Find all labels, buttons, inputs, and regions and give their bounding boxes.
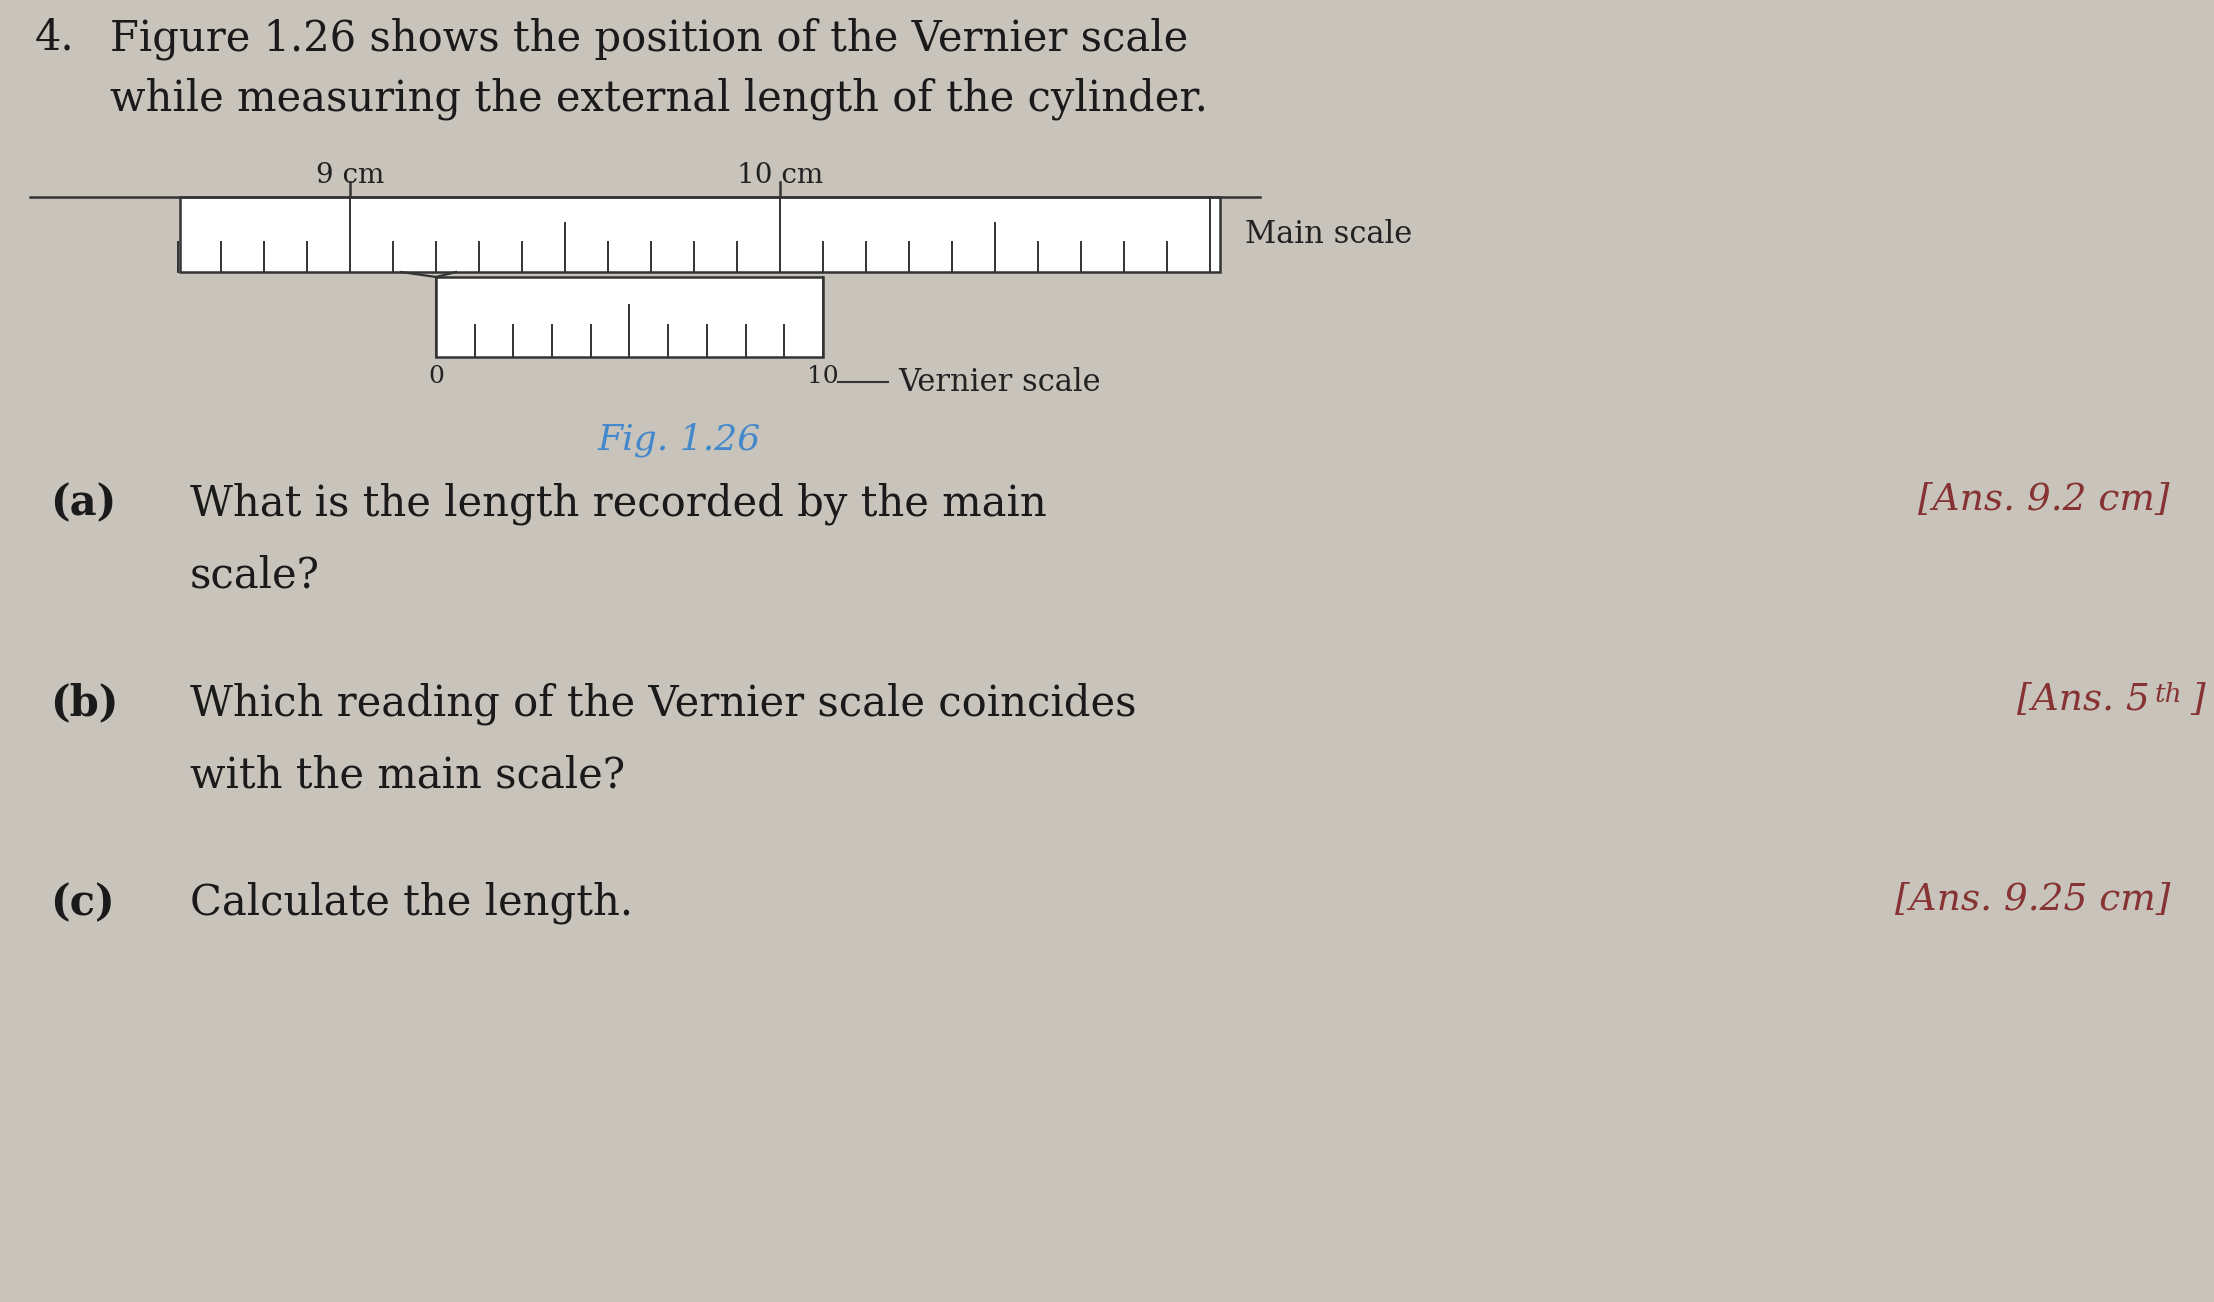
Text: 0: 0 xyxy=(427,365,445,388)
Text: 9 cm: 9 cm xyxy=(317,161,385,189)
Text: Calculate the length.: Calculate the length. xyxy=(190,881,633,924)
Text: (a): (a) xyxy=(51,482,117,523)
Text: [Ans. 9.2 cm]: [Ans. 9.2 cm] xyxy=(1920,482,2170,518)
Text: Vernier scale: Vernier scale xyxy=(899,366,1100,397)
Text: (b): (b) xyxy=(51,682,120,724)
Text: Which reading of the Vernier scale coincides: Which reading of the Vernier scale coinc… xyxy=(190,682,1136,724)
Text: What is the length recorded by the main: What is the length recorded by the main xyxy=(190,482,1047,525)
Text: 10 cm: 10 cm xyxy=(737,161,824,189)
Text: scale?: scale? xyxy=(190,553,321,596)
Text: Main scale: Main scale xyxy=(1244,219,1413,250)
Text: 4.: 4. xyxy=(35,17,75,59)
Text: [Ans. 5: [Ans. 5 xyxy=(2017,682,2150,717)
Text: (c): (c) xyxy=(51,881,115,924)
Text: th: th xyxy=(2154,682,2183,707)
Text: [Ans. 9.25 cm]: [Ans. 9.25 cm] xyxy=(1895,881,2170,918)
Text: Fig. 1.26: Fig. 1.26 xyxy=(598,422,762,457)
Bar xyxy=(179,197,1220,272)
Bar xyxy=(436,277,824,357)
Text: with the main scale?: with the main scale? xyxy=(190,754,624,796)
Text: ]: ] xyxy=(2190,682,2205,717)
Text: 10: 10 xyxy=(808,365,839,388)
Text: while measuring the external length of the cylinder.: while measuring the external length of t… xyxy=(111,77,1209,120)
Text: Figure 1.26 shows the position of the Vernier scale: Figure 1.26 shows the position of the Ve… xyxy=(111,17,1189,60)
